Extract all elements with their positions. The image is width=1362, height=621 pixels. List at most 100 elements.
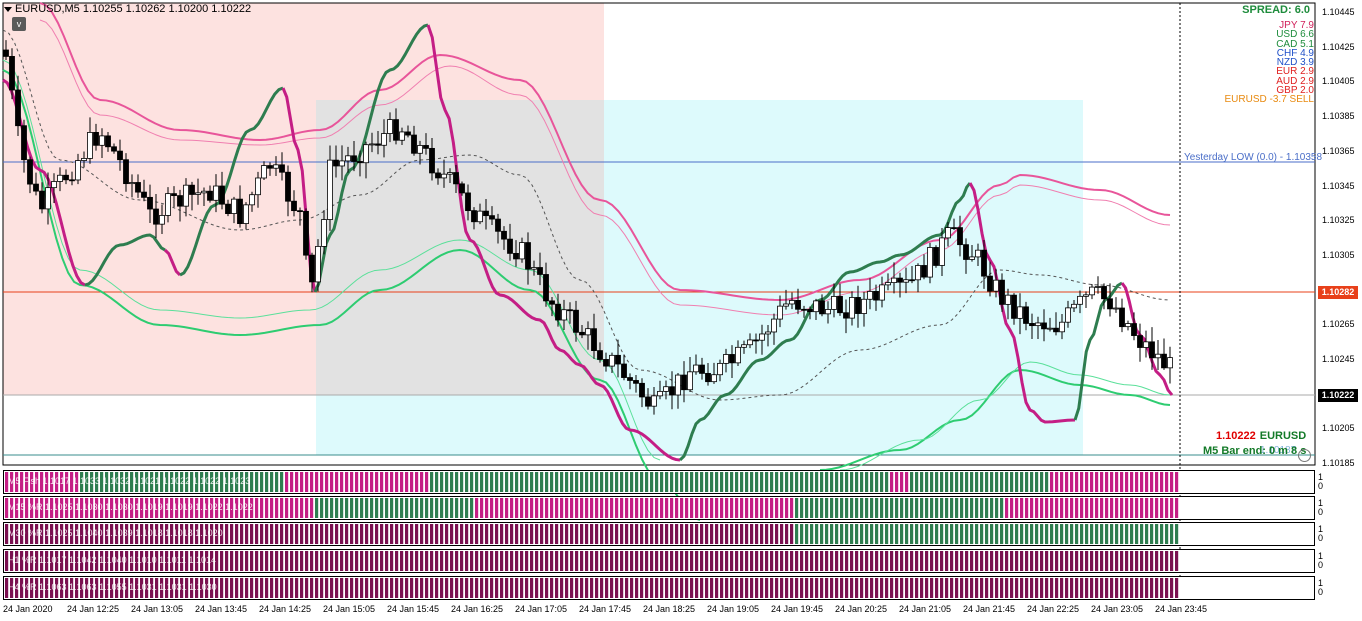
mtf-bar bbox=[1105, 524, 1109, 544]
mtf-bar bbox=[305, 578, 309, 598]
mtf-bar bbox=[250, 472, 254, 492]
mtf-bar bbox=[1095, 472, 1099, 492]
mtf-bar bbox=[575, 498, 579, 518]
mtf-bar bbox=[1020, 578, 1024, 598]
mtf-bar bbox=[330, 472, 334, 492]
mtf-bar bbox=[705, 578, 709, 598]
candle-body bbox=[345, 155, 351, 162]
mtf-bar bbox=[395, 498, 399, 518]
mtf-bar bbox=[90, 472, 94, 492]
mtf-bar bbox=[655, 498, 659, 518]
mtf-bar bbox=[1030, 524, 1034, 544]
mtf-bar bbox=[305, 551, 309, 571]
mtf-bar bbox=[925, 551, 929, 571]
mtf-bar bbox=[985, 472, 989, 492]
mtf-bar bbox=[785, 578, 789, 598]
mtf-bar bbox=[445, 472, 449, 492]
mtf-bar bbox=[415, 472, 419, 492]
mtf-bar bbox=[145, 578, 149, 598]
mtf-bar bbox=[435, 472, 439, 492]
mtf-bar bbox=[155, 578, 159, 598]
mtf-bar bbox=[850, 524, 854, 544]
mtf-bar bbox=[20, 551, 24, 571]
mtf-panel-2[interactable]: M15 %R 1.1025 1.1030 1.1030 1.1019 1.101… bbox=[3, 496, 1315, 520]
mtf-bar bbox=[500, 498, 504, 518]
candle-body bbox=[885, 282, 891, 286]
mtf-bar bbox=[220, 524, 224, 544]
mtf-bars bbox=[5, 472, 1179, 492]
mtf-bar bbox=[165, 551, 169, 571]
mtf-bar bbox=[170, 578, 174, 598]
mtf-bar bbox=[1125, 472, 1129, 492]
mtf-bar bbox=[790, 472, 794, 492]
mtf-bar bbox=[915, 524, 919, 544]
mtf-bar bbox=[500, 472, 504, 492]
candle-body bbox=[831, 296, 837, 310]
candle-body bbox=[1125, 323, 1131, 328]
mtf-bar bbox=[995, 524, 999, 544]
mtf-bar bbox=[685, 578, 689, 598]
mtf-bar bbox=[330, 578, 334, 598]
price-tick: 1.10325 bbox=[1322, 215, 1355, 226]
mtf-bar bbox=[1135, 472, 1139, 492]
mtf-bar bbox=[485, 578, 489, 598]
mtf-bar bbox=[490, 524, 494, 544]
mtf-bar bbox=[910, 578, 914, 598]
mtf-bar bbox=[430, 551, 434, 571]
mtf-bar bbox=[1120, 498, 1124, 518]
mtf-bar bbox=[770, 551, 774, 571]
mtf-bar bbox=[715, 551, 719, 571]
collapse-button[interactable]: v bbox=[12, 17, 26, 31]
mtf-bar bbox=[740, 551, 744, 571]
candle-body bbox=[1095, 286, 1101, 288]
mtf-bar bbox=[765, 524, 769, 544]
mtf-bar bbox=[830, 524, 834, 544]
mtf-bar bbox=[300, 498, 304, 518]
candle-body bbox=[945, 227, 951, 239]
mtf-bar bbox=[195, 472, 199, 492]
mtf-bar bbox=[620, 524, 624, 544]
mtf-bar bbox=[130, 498, 134, 518]
mtf-bar bbox=[165, 524, 169, 544]
mtf-bar bbox=[480, 524, 484, 544]
mtf-bar bbox=[1155, 578, 1159, 598]
mtf-bar bbox=[560, 498, 564, 518]
mtf-bar bbox=[30, 578, 34, 598]
mtf-bar bbox=[385, 578, 389, 598]
mtf-bar bbox=[625, 524, 629, 544]
mtf-bar bbox=[95, 578, 99, 598]
mtf-bar bbox=[645, 578, 649, 598]
candle-body bbox=[315, 246, 321, 283]
mtf-bar bbox=[535, 472, 539, 492]
mtf-bar bbox=[975, 551, 979, 571]
mtf-bar bbox=[655, 472, 659, 492]
mtf-panel-3[interactable]: M30 %R 1.1025 1.1040 1.1039 1.1018 1.101… bbox=[3, 522, 1315, 546]
mtf-bar bbox=[805, 472, 809, 492]
mtf-bar bbox=[920, 524, 924, 544]
mtf-bar bbox=[5, 472, 9, 492]
mtf-bar bbox=[980, 524, 984, 544]
mtf-bar bbox=[345, 498, 349, 518]
mtf-bar bbox=[210, 472, 214, 492]
mtf-bar bbox=[760, 472, 764, 492]
mtf-bar bbox=[280, 472, 284, 492]
mtf-bar bbox=[1160, 551, 1164, 571]
mtf-panel-4[interactable]: H1 %R 1.1017 1.1042 1.1040 1.1010 1.1011… bbox=[3, 549, 1315, 573]
mtf-panel-1[interactable]: M5 Fish 1.1017 1.1033 1.1032 1.1021 1.10… bbox=[3, 470, 1315, 494]
mtf-bar bbox=[470, 524, 474, 544]
mtf-bar bbox=[980, 498, 984, 518]
mtf-panel-5[interactable]: H4 %R 1.1063 1.1063 1.1055 1.1031 1.1031… bbox=[3, 576, 1315, 600]
mtf-bar bbox=[180, 498, 184, 518]
mtf-bar bbox=[735, 472, 739, 492]
mtf-bar bbox=[600, 498, 604, 518]
mtf-bar bbox=[810, 472, 814, 492]
mtf-bar bbox=[180, 551, 184, 571]
mtf-bar bbox=[715, 524, 719, 544]
mtf-bar bbox=[350, 524, 354, 544]
candle-body bbox=[603, 359, 609, 367]
dropdown-triangle-icon[interactable] bbox=[4, 6, 12, 12]
mtf-bar bbox=[80, 578, 84, 598]
mtf-bar bbox=[830, 578, 834, 598]
